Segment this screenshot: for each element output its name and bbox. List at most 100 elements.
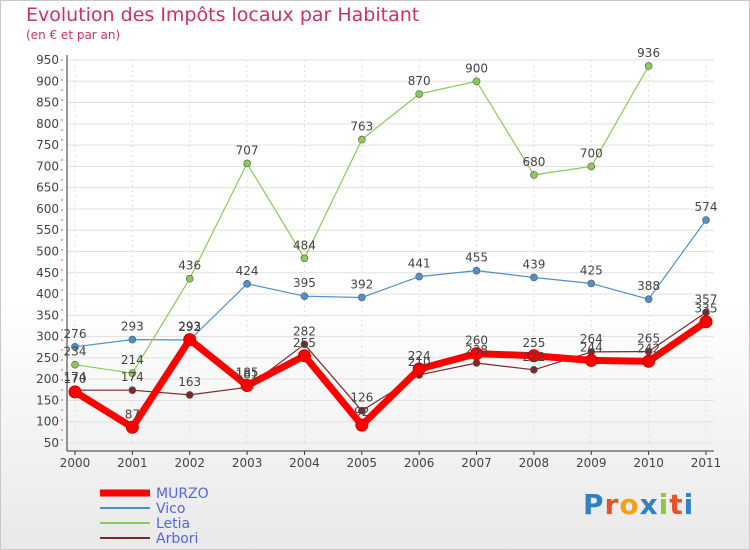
data-point-letia (587, 162, 596, 171)
y-tick-label: 850 (36, 96, 59, 110)
data-label-murzo: 92 (354, 405, 369, 419)
data-label-letia: 234 (64, 345, 87, 359)
data-label-murzo: 87 (125, 407, 140, 421)
y-tick-label: 200 (36, 372, 59, 386)
data-label-vico: 441 (408, 257, 431, 271)
data-point-murzo (68, 385, 82, 399)
logo-letter: r (604, 488, 620, 521)
x-tick-label: 2005 (347, 456, 378, 470)
series-line-letia (74, 65, 650, 374)
y-tick-label: 450 (36, 266, 59, 280)
data-label-arbori: 222 (522, 350, 545, 364)
data-point-letia (644, 62, 653, 70)
data-point-vico (415, 272, 423, 281)
series-line-vico (74, 219, 707, 348)
data-point-letia (71, 360, 79, 369)
data-label-vico: 424 (236, 264, 259, 278)
data-label-murzo: 170 (64, 372, 87, 386)
data-point-vico (71, 343, 79, 351)
data-label-murzo: 335 (695, 302, 718, 316)
data-label-vico: 439 (522, 257, 545, 271)
data-label-letia: 707 (236, 143, 259, 157)
data-label-letia: 763 (350, 120, 373, 134)
y-tick-label: 500 (36, 245, 59, 259)
data-label-arbori: 264 (580, 332, 603, 346)
data-label-letia: 700 (580, 146, 603, 160)
data-label-arbori: 357 (695, 292, 718, 306)
x-tick-label: 2000 (60, 456, 91, 470)
data-point-vico (300, 292, 309, 300)
data-point-arbori (358, 406, 366, 415)
data-label-arbori: 174 (64, 370, 87, 384)
data-label-arbori: 163 (178, 375, 201, 389)
data-point-murzo (470, 347, 484, 361)
y-tick-label: 950 (36, 53, 59, 67)
y-tick-label: 750 (36, 138, 59, 152)
data-label-murzo: 255 (522, 336, 545, 350)
data-label-arbori: 181 (236, 367, 259, 381)
data-label-vico: 395 (293, 276, 316, 290)
data-point-letia (300, 254, 309, 263)
data-point-arbori (300, 340, 309, 349)
logo-letter: t (669, 488, 684, 521)
chart-title: Evolution des Impôts locaux par Habitant (26, 4, 420, 26)
y-tick-label: 550 (36, 223, 59, 237)
legend-label-murzo: MURZO (156, 486, 209, 502)
data-label-murzo: 242 (637, 341, 660, 355)
y-tick-label: 900 (36, 74, 59, 88)
data-point-vico (644, 295, 653, 303)
proxiti-logo: Proxiti (583, 488, 694, 521)
data-label-letia: 900 (465, 61, 488, 75)
logo-letter: o (619, 488, 640, 521)
data-label-arbori: 210 (408, 355, 431, 369)
data-point-letia (128, 369, 137, 378)
data-point-letia (472, 77, 481, 86)
data-label-arbori: 265 (637, 332, 660, 346)
data-point-letia (185, 274, 194, 283)
data-point-murzo (355, 418, 369, 432)
x-tick-label: 2008 (519, 456, 550, 470)
logo-letter: x (639, 488, 659, 521)
y-tick-label: 250 (36, 351, 59, 365)
data-label-vico: 392 (350, 277, 373, 291)
data-point-murzo (240, 379, 254, 393)
y-tick-label: 600 (36, 202, 59, 216)
data-label-vico: 425 (580, 263, 603, 277)
data-label-vico: 574 (695, 200, 718, 214)
data-label-murzo: 224 (408, 349, 431, 363)
logo-letter: i (658, 488, 670, 521)
data-point-arbori (472, 359, 481, 367)
data-label-letia: 680 (522, 155, 545, 169)
data-point-letia (530, 171, 538, 179)
y-tick-label: 300 (36, 330, 59, 344)
data-point-murzo (125, 420, 139, 434)
data-point-vico (530, 273, 538, 282)
data-label-vico: 293 (121, 320, 144, 334)
x-tick-label: 2007 (461, 456, 492, 470)
data-label-murzo: 244 (580, 340, 603, 354)
data-label-murzo: 255 (293, 336, 316, 350)
legend-label-vico: Vico (156, 501, 185, 517)
x-tick-label: 2006 (404, 456, 435, 470)
y-tick-label: 800 (36, 117, 59, 131)
data-point-vico (128, 335, 137, 344)
data-label-arbori: 174 (121, 370, 144, 384)
y-tick-label: 150 (36, 393, 59, 407)
data-label-letia: 436 (178, 259, 201, 273)
x-tick-label: 2010 (633, 456, 664, 470)
data-point-arbori (128, 386, 137, 395)
y-tick-label: 100 (36, 415, 59, 429)
legend-label-arbori: Arbori (156, 531, 198, 547)
y-tick-label: 400 (36, 287, 59, 301)
data-point-vico (587, 279, 596, 288)
data-point-murzo (584, 353, 598, 367)
logo-letter: P (583, 488, 605, 521)
data-point-arbori (185, 391, 194, 399)
data-label-vico: 388 (637, 279, 660, 293)
data-label-murzo: 260 (465, 334, 488, 348)
data-label-vico: 292 (178, 320, 201, 334)
series-line-murzo (73, 318, 708, 431)
data-label-arbori: 126 (350, 391, 373, 405)
